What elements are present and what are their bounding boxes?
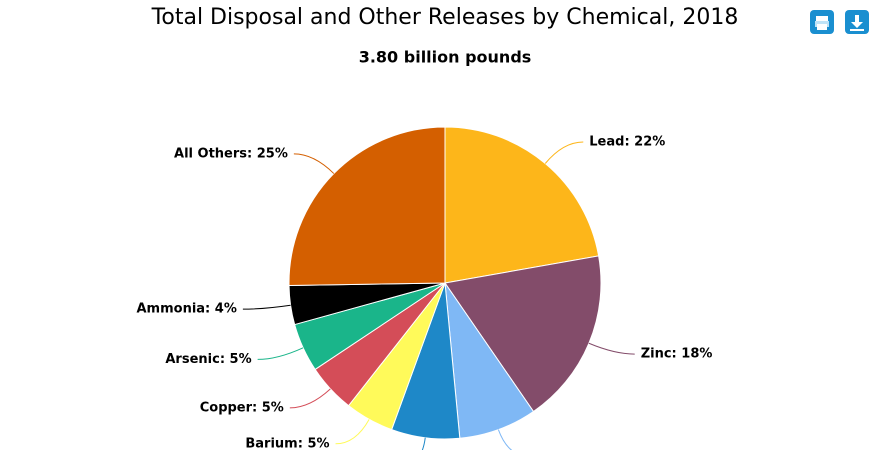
connector xyxy=(421,437,426,450)
slice-label: Arsenic: 5% xyxy=(165,352,251,367)
pie-slice xyxy=(444,126,600,284)
connector xyxy=(544,141,584,164)
connector xyxy=(335,419,370,445)
pie-slice xyxy=(288,126,446,286)
print-button[interactable] xyxy=(810,10,834,34)
slice-label: Barium: 5% xyxy=(245,436,329,450)
connector xyxy=(289,388,331,409)
chart-title: Total Disposal and Other Releases by Che… xyxy=(151,5,739,30)
connector xyxy=(497,429,513,450)
download-button[interactable] xyxy=(845,10,869,34)
slice-label: All Others: 25% xyxy=(174,146,288,161)
connector xyxy=(293,153,335,174)
connector xyxy=(242,304,291,310)
slice-label: Copper: 5% xyxy=(200,400,284,415)
slice-label: Ammonia: 4% xyxy=(136,302,236,317)
connector xyxy=(588,342,635,355)
chart-subtitle: 3.80 billion pounds xyxy=(359,48,532,67)
connector xyxy=(257,347,304,360)
slice-label: Lead: 22% xyxy=(589,135,665,150)
slice-label: Zinc: 18% xyxy=(641,347,713,362)
